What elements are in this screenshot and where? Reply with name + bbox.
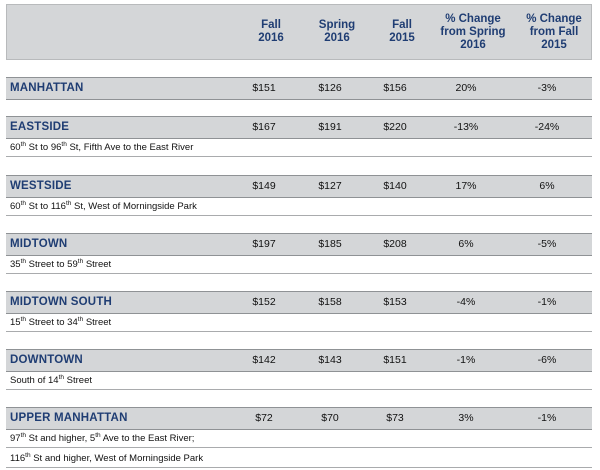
region-description: 35th Street to 59th Street xyxy=(6,256,592,274)
region-row: DOWNTOWN $142 $143 $151 -1% -6% xyxy=(6,349,592,372)
region-description-text: 60th St to 96th St, Fifth Ave to the Eas… xyxy=(10,140,194,153)
region-description: 60th St to 96th St, Fifth Ave to the Eas… xyxy=(6,139,592,157)
fall-2016-value: $72 xyxy=(255,412,273,424)
fall-2016-value: $197 xyxy=(252,238,276,250)
region-description-text: South of 14th Street xyxy=(10,373,93,386)
region-description: 97th St and higher, 5th Ave to the East … xyxy=(6,430,592,448)
header-fall-2016: Fall 2016 xyxy=(258,19,284,44)
region-row: UPPER MANHATTAN $72 $70 $73 3% -1% xyxy=(6,407,592,430)
change-from-fall-value: -1% xyxy=(537,412,557,424)
change-from-fall-value: -24% xyxy=(534,121,560,133)
change-from-spring-value: -4% xyxy=(456,296,476,308)
change-from-fall-value: -6% xyxy=(537,354,557,366)
region-row: WESTSIDE $149 $127 $140 17% 6% xyxy=(6,175,592,198)
fall-2016-value: $142 xyxy=(252,354,276,366)
fall-2015-value: $220 xyxy=(383,121,407,133)
region-description-text: 116th St and higher, West of Morningside… xyxy=(10,451,204,464)
change-from-fall-value: -1% xyxy=(537,296,557,308)
region-name: MIDTOWN SOUTH xyxy=(10,296,113,308)
region-row: MIDTOWN SOUTH $152 $158 $153 -4% -1% xyxy=(6,291,592,314)
fall-2016-value: $152 xyxy=(252,296,276,308)
change-from-spring-value: -1% xyxy=(456,354,476,366)
header-fall-2015: Fall 2015 xyxy=(389,19,415,44)
table-header: Fall 2016 Spring 2016 Fall 2015 % Change… xyxy=(6,4,592,60)
spring-2016-value: $126 xyxy=(318,82,342,94)
region-description-text: 60th St to 116th St, West of Morningside… xyxy=(10,199,197,212)
region-row: EASTSIDE $167 $191 $220 -13% -24% xyxy=(6,116,592,139)
spring-2016-value: $185 xyxy=(318,238,342,250)
change-from-fall-value: 6% xyxy=(539,180,555,192)
change-from-spring-value: 3% xyxy=(458,412,474,424)
region-row: MANHATTAN $151 $126 $156 20% -3% xyxy=(6,77,592,100)
change-from-spring-value: 6% xyxy=(458,238,474,250)
change-from-fall-value: -3% xyxy=(537,82,557,94)
fall-2016-value: $149 xyxy=(252,180,276,192)
fall-2015-value: $151 xyxy=(383,354,407,366)
region-name: EASTSIDE xyxy=(10,121,70,133)
region-name: MANHATTAN xyxy=(10,82,84,94)
region-description-text: 97th St and higher, 5th Ave to the East … xyxy=(10,431,195,444)
fall-2016-value: $167 xyxy=(252,121,276,133)
region-name: UPPER MANHATTAN xyxy=(10,412,128,424)
spring-2016-value: $158 xyxy=(318,296,342,308)
region-description: 116th St and higher, West of Morningside… xyxy=(6,450,592,468)
header-spring-2016: Spring 2016 xyxy=(318,19,356,44)
region-row: MIDTOWN $197 $185 $208 6% -5% xyxy=(6,233,592,256)
fall-2015-value: $73 xyxy=(386,412,404,424)
spring-2016-value: $127 xyxy=(318,180,342,192)
change-from-spring-value: -13% xyxy=(453,121,479,133)
region-description: South of 14th Street xyxy=(6,372,592,390)
fall-2015-value: $140 xyxy=(383,180,407,192)
region-description: 60th St to 116th St, West of Morningside… xyxy=(6,198,592,216)
fall-2015-value: $156 xyxy=(383,82,407,94)
header-change-from-spring: % Change from Spring 2016 xyxy=(440,12,506,51)
fall-2015-value: $153 xyxy=(383,296,407,308)
region-name: MIDTOWN xyxy=(10,238,68,250)
spring-2016-value: $191 xyxy=(318,121,342,133)
region-description-text: 35th Street to 59th Street xyxy=(10,257,112,270)
region-description-text: 15th Street to 34th Street xyxy=(10,315,112,328)
fall-2016-value: $151 xyxy=(252,82,276,94)
region-name: DOWNTOWN xyxy=(10,354,83,366)
change-from-spring-value: 20% xyxy=(455,82,477,94)
spring-2016-value: $70 xyxy=(321,412,339,424)
spring-2016-value: $143 xyxy=(318,354,342,366)
header-change-from-fall: % Change from Fall 2015 xyxy=(526,12,582,51)
change-from-fall-value: -5% xyxy=(537,238,557,250)
region-name: WESTSIDE xyxy=(10,180,72,192)
region-description: 15th Street to 34th Street xyxy=(6,314,592,332)
fall-2015-value: $208 xyxy=(383,238,407,250)
change-from-spring-value: 17% xyxy=(455,180,477,192)
